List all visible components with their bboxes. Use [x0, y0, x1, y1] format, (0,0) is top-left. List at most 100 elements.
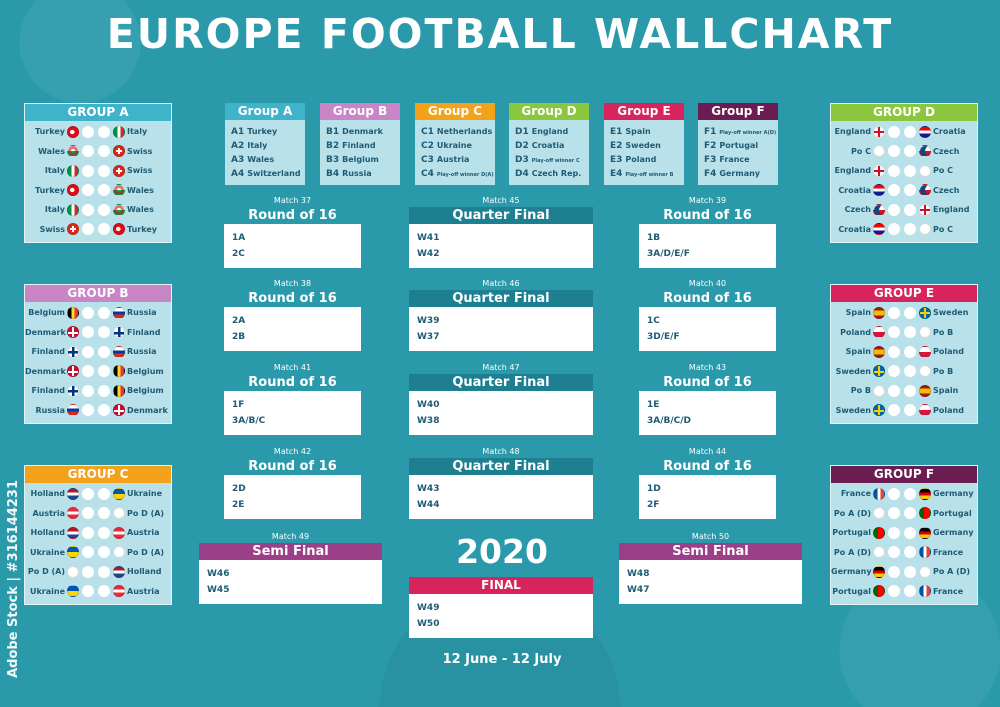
match-entry[interactable]: W45 [207, 585, 230, 595]
match-entry[interactable]: W39 [417, 316, 440, 326]
away-score-field[interactable] [904, 565, 916, 578]
away-score-field[interactable] [98, 487, 110, 500]
away-score-field[interactable] [98, 585, 110, 598]
home-score-field[interactable] [82, 145, 94, 158]
match-entry[interactable]: 3A/D/E/F [647, 249, 690, 259]
home-score-field[interactable] [82, 184, 94, 197]
away-score-field[interactable] [98, 404, 110, 417]
match-entry[interactable]: W48 [627, 569, 650, 579]
match-entry[interactable]: 1F [232, 400, 245, 410]
away-score-field[interactable] [904, 585, 916, 598]
home-score-field[interactable] [888, 203, 900, 216]
match-entry[interactable]: 2F [647, 500, 660, 510]
match-entry[interactable]: W37 [417, 332, 440, 342]
match-entry[interactable]: 1D [647, 484, 661, 494]
match-entry[interactable]: W43 [417, 484, 440, 494]
match-entry[interactable]: 2A [232, 316, 246, 326]
home-score-field[interactable] [888, 326, 900, 339]
away-score-field[interactable] [98, 306, 110, 319]
away-score-field[interactable] [904, 546, 916, 559]
home-score-field[interactable] [82, 404, 94, 417]
home-score-field[interactable] [888, 546, 900, 559]
away-score-field[interactable] [904, 526, 916, 539]
home-score-field[interactable] [82, 585, 94, 598]
home-score-field[interactable] [888, 184, 900, 197]
match-entry[interactable]: W46 [207, 569, 230, 579]
match-entry[interactable]: 2E [232, 500, 245, 510]
match-entry[interactable]: W41 [417, 233, 440, 243]
home-score-field[interactable] [82, 384, 94, 397]
match-entry[interactable]: 1A [232, 233, 246, 243]
home-score-field[interactable] [82, 365, 94, 378]
match-entry[interactable]: W42 [417, 249, 440, 259]
away-score-field[interactable] [98, 526, 110, 539]
away-score-field[interactable] [904, 306, 916, 319]
away-score-field[interactable] [904, 404, 916, 417]
away-score-field[interactable] [904, 145, 916, 158]
home-score-field[interactable] [888, 164, 900, 177]
home-score-field[interactable] [888, 125, 900, 138]
match-entry[interactable]: 3A/B/C/D [647, 416, 692, 426]
away-score-field[interactable] [98, 384, 110, 397]
match-entry[interactable]: 3A/B/C [232, 416, 266, 426]
match-entry[interactable]: 1B [647, 233, 661, 243]
match-entry[interactable]: 2B [232, 332, 246, 342]
home-score-field[interactable] [82, 326, 94, 339]
home-score-field[interactable] [82, 565, 94, 578]
home-score-field[interactable] [82, 345, 94, 358]
away-score-field[interactable] [904, 384, 916, 397]
home-score-field[interactable] [888, 487, 900, 500]
home-score-field[interactable] [888, 404, 900, 417]
match-entry[interactable]: W49 [417, 603, 440, 613]
away-score-field[interactable] [98, 345, 110, 358]
away-score-field[interactable] [98, 184, 110, 197]
home-score-field[interactable] [888, 145, 900, 158]
away-score-field[interactable] [904, 365, 916, 378]
home-score-field[interactable] [888, 306, 900, 319]
match-entry[interactable]: W47 [627, 585, 650, 595]
away-score-field[interactable] [904, 326, 916, 339]
home-score-field[interactable] [82, 223, 94, 236]
away-score-field[interactable] [98, 546, 110, 559]
away-score-field[interactable] [98, 164, 110, 177]
home-score-field[interactable] [888, 565, 900, 578]
away-score-field[interactable] [904, 203, 916, 216]
away-score-field[interactable] [98, 203, 110, 216]
away-score-field[interactable] [98, 326, 110, 339]
home-score-field[interactable] [82, 306, 94, 319]
away-score-field[interactable] [904, 345, 916, 358]
home-score-field[interactable] [82, 507, 94, 520]
away-score-field[interactable] [904, 487, 916, 500]
away-score-field[interactable] [98, 507, 110, 520]
home-score-field[interactable] [888, 526, 900, 539]
match-entry[interactable]: W44 [417, 500, 440, 510]
match-entry[interactable]: 2D [232, 484, 246, 494]
match-entry[interactable]: 1E [647, 400, 660, 410]
away-score-field[interactable] [98, 565, 110, 578]
home-score-field[interactable] [82, 526, 94, 539]
away-score-field[interactable] [98, 365, 110, 378]
home-score-field[interactable] [888, 345, 900, 358]
away-score-field[interactable] [904, 507, 916, 520]
away-score-field[interactable] [904, 184, 916, 197]
home-score-field[interactable] [82, 203, 94, 216]
away-score-field[interactable] [904, 223, 916, 236]
match-entry[interactable]: 2C [232, 249, 245, 259]
home-score-field[interactable] [888, 365, 900, 378]
home-score-field[interactable] [82, 546, 94, 559]
away-score-field[interactable] [904, 125, 916, 138]
home-score-field[interactable] [82, 164, 94, 177]
away-score-field[interactable] [904, 164, 916, 177]
home-score-field[interactable] [888, 585, 900, 598]
home-score-field[interactable] [888, 507, 900, 520]
home-score-field[interactable] [82, 125, 94, 138]
match-entry[interactable]: 3D/E/F [647, 332, 680, 342]
match-entry[interactable]: W38 [417, 416, 440, 426]
home-score-field[interactable] [888, 223, 900, 236]
match-entry[interactable]: W50 [417, 619, 440, 629]
away-score-field[interactable] [98, 145, 110, 158]
home-score-field[interactable] [82, 487, 94, 500]
away-score-field[interactable] [98, 223, 110, 236]
home-score-field[interactable] [888, 384, 900, 397]
match-entry[interactable]: 1C [647, 316, 660, 326]
